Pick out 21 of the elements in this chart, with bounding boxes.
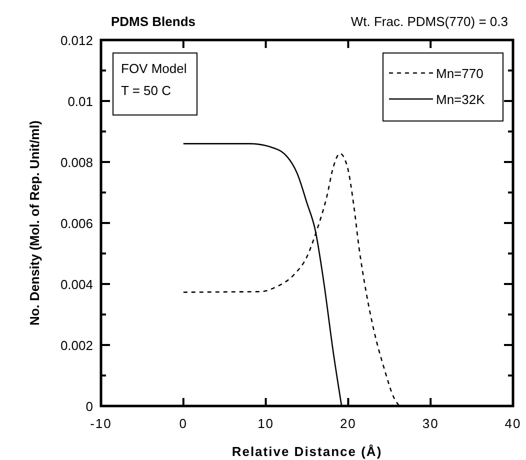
chart-title: PDMS Blends (111, 14, 196, 29)
y-tick-label: 0.012 (60, 33, 93, 48)
chart-subtitle: Wt. Frac. PDMS(770) = 0.3 (350, 14, 508, 29)
y-tick-label: 0.002 (60, 338, 93, 353)
y-tick-label: 0.006 (60, 216, 93, 231)
annotation: FOV Model (121, 61, 187, 76)
x-axis-title: Relative Distance (Å) (232, 444, 382, 459)
x-tick-label: 30 (422, 416, 439, 431)
x-tick-label: 40 (504, 416, 522, 431)
annotation: T = 50 C (121, 83, 171, 98)
legend-label: Mn=32K (436, 92, 486, 107)
y-tick-label: 0.004 (60, 277, 93, 292)
y-axis-title: No. Density (Mol. of Rep. Unit/ml) (27, 120, 42, 326)
y-tick-label: 0.008 (60, 155, 93, 170)
x-tick-label: 10 (258, 416, 274, 431)
x-tick-label: 0 (179, 416, 188, 431)
x-tick-label: 20 (340, 416, 356, 431)
y-tick-label: 0.01 (68, 94, 93, 109)
y-tick-label: 0 (86, 399, 93, 414)
legend-label: Mn=770 (436, 66, 484, 81)
x-tick-label: -10 (90, 416, 112, 431)
